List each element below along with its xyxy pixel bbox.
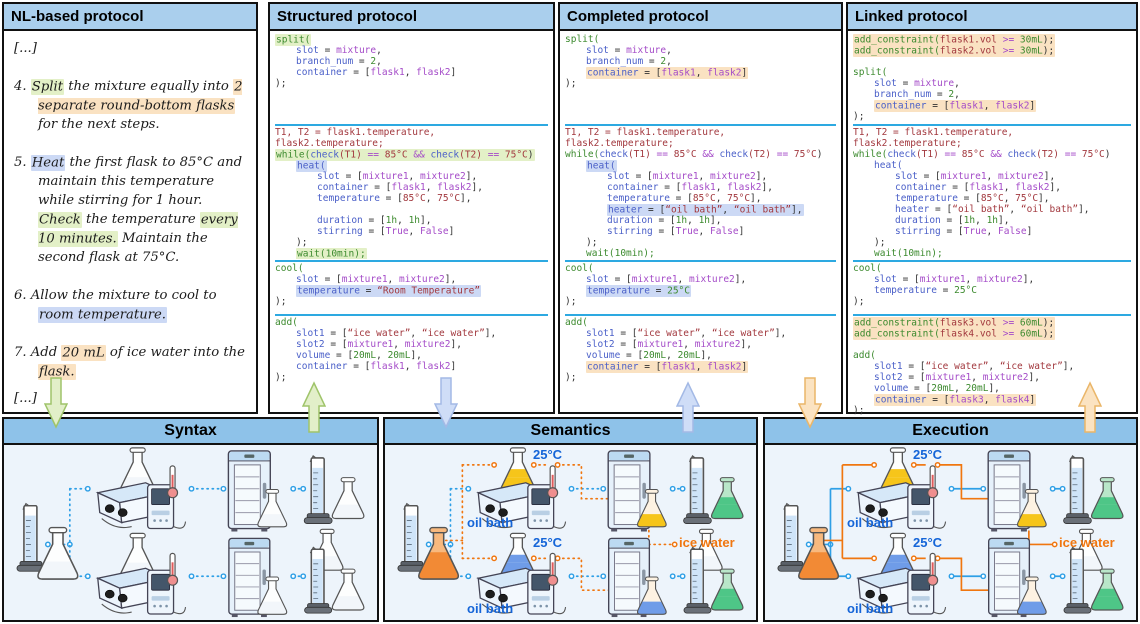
temperature-label-bottom: 25°C — [533, 535, 563, 550]
temperature-label-bottom: 25°C — [913, 535, 943, 550]
syntax-scene — [4, 445, 377, 620]
temperature-label-top: 25°C — [533, 447, 563, 462]
section-divider — [565, 260, 836, 262]
nl-protocol-text: [...] 4. Split the mixture equally into 2… — [4, 31, 256, 412]
arrow-execution-to-linked — [1078, 381, 1102, 433]
flask-icon — [417, 526, 460, 580]
oil-bath-label-top: oil bath — [847, 515, 894, 530]
section-divider — [853, 314, 1131, 316]
section-divider — [275, 314, 548, 316]
graduated-cylinder-icon — [682, 455, 713, 525]
arrow-structured-to-semantics — [434, 377, 458, 429]
arrow-semantics-to-completed — [676, 381, 700, 433]
graduated-cylinder-icon — [777, 502, 807, 572]
arrow-nl-to-syntax — [44, 377, 68, 429]
oil-bath-label-bottom: oil bath — [847, 601, 894, 616]
arrow-syntax-to-structured — [302, 381, 326, 433]
thermometer-icon — [166, 552, 179, 586]
graduated-cylinder-icon — [16, 502, 46, 572]
structured-protocol-code: split(slot = mixture, branch_num = 2, cont… — [270, 31, 553, 412]
oil-bath-label-top: oil bath — [467, 515, 514, 530]
semantics-panel: Semantics 25°C 25°C oil bath oil bath ic… — [383, 417, 758, 622]
section-divider — [853, 260, 1131, 262]
nl-step: 6. Allow the mixture to cool to room tem… — [14, 288, 217, 323]
flask-icon — [37, 526, 79, 580]
nl-protocol-panel: NL-based protocol [...] 4. Split the mixt… — [2, 2, 258, 414]
execution-scene: 25°C 25°C oil bath oil bath ice water — [765, 445, 1136, 620]
syntax-panel: Syntax — [2, 417, 379, 622]
thermometer-icon — [927, 465, 939, 499]
execution-panel: Execution 25°C 25°C oil bath oil bath ic… — [763, 417, 1138, 622]
ellipsis-top: [...] — [14, 41, 37, 56]
section-divider — [565, 314, 836, 316]
linked-panel-title: Linked protocol — [848, 4, 1136, 31]
linked-protocol-panel: Linked protocol add_constraint(flask1.vo… — [846, 2, 1138, 416]
completed-protocol-panel: Completed protocol split(slot = mixture,… — [558, 2, 843, 414]
flask-icon — [710, 476, 744, 520]
flask-icon — [331, 568, 365, 611]
completed-protocol-code: split(slot = mixture, branch_num = 2, cont… — [560, 31, 841, 412]
arrow-completed-to-execution — [798, 377, 822, 429]
section-divider — [565, 124, 836, 126]
structured-panel-title: Structured protocol — [270, 4, 553, 31]
semantics-panel-title: Semantics — [385, 419, 756, 445]
completed-panel-title: Completed protocol — [560, 4, 841, 31]
nl-step: 4. Split the mixture equally into 2 sepa… — [14, 78, 243, 132]
semantics-scene: 25°C 25°C oil bath oil bath ice water — [385, 445, 756, 620]
structured-protocol-panel: Structured protocol split(slot = mixture… — [268, 2, 555, 414]
linked-protocol-code: add_constraint(flask1.vol >= 30mL); add_c… — [848, 31, 1136, 416]
ellipsis-bottom: [...] — [14, 391, 37, 406]
section-divider — [275, 260, 548, 262]
section-divider — [853, 124, 1131, 126]
thermometer-icon — [547, 465, 559, 499]
nl-step: 5. Heat the first flask to 85°C and main… — [14, 154, 243, 265]
execution-panel-title: Execution — [765, 419, 1136, 445]
flask-icon — [1090, 568, 1124, 611]
flask-icon — [797, 526, 840, 580]
ice-water-label: ice water — [679, 535, 735, 550]
flask-icon — [710, 568, 744, 611]
nl-panel-title: NL-based protocol — [4, 4, 256, 31]
graduated-cylinder-icon — [1062, 455, 1093, 525]
section-divider — [275, 124, 548, 126]
nl-step: 7. Add 20 mL of ice water into the flask… — [14, 344, 245, 380]
thermometer-icon — [166, 465, 179, 499]
graduated-cylinder-icon — [303, 455, 333, 525]
graduated-cylinder-icon — [397, 502, 427, 572]
temperature-label-top: 25°C — [913, 447, 943, 462]
oil-bath-label-bottom: oil bath — [467, 601, 514, 616]
flask-icon — [1090, 476, 1124, 520]
ice-water-label: ice water — [1059, 535, 1115, 550]
flask-icon — [331, 476, 365, 520]
